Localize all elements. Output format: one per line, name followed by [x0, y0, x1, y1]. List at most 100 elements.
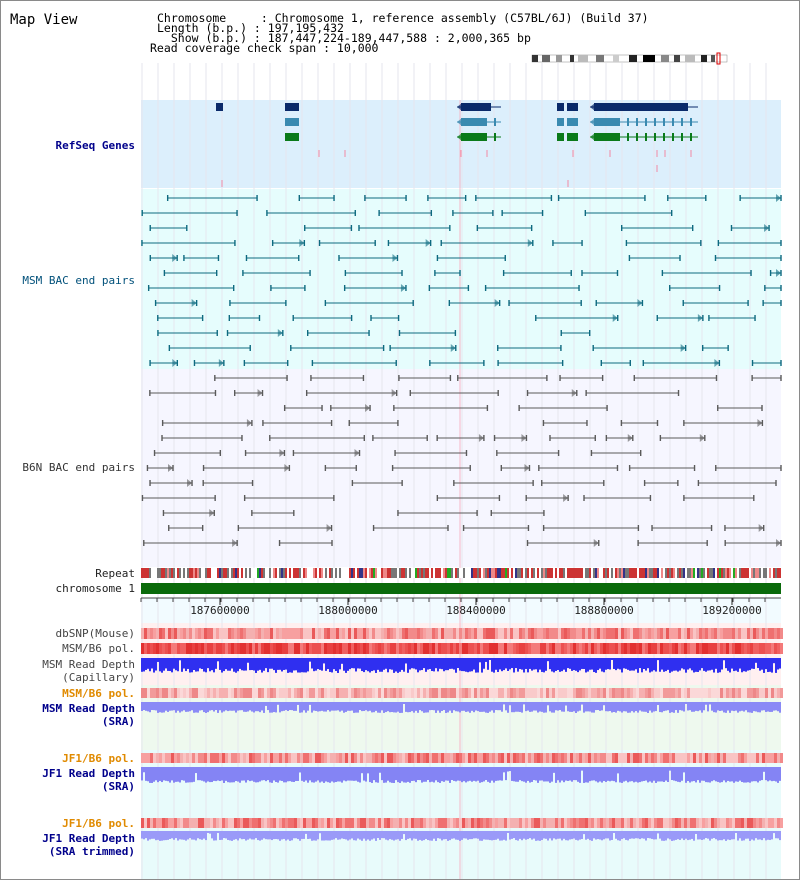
jf1-depth-trim-bar [399, 831, 401, 841]
dbsnp-cell [216, 628, 219, 639]
track-label-msm-b6-pol[interactable]: MSM/B6 pol. [62, 642, 135, 655]
msm-pol-cell [312, 643, 315, 654]
jf1-pol-cell [552, 753, 555, 763]
dbsnp-cell [588, 628, 591, 639]
msm-depth-cap-bar [375, 658, 377, 673]
msm-sra-pol-cell [306, 688, 309, 698]
track-label-refseq[interactable]: RefSeq Genes [55, 139, 135, 152]
jf1-depth-bar [451, 767, 453, 781]
jf1-pol-cell [141, 753, 144, 763]
msm-sra-pol-cell [312, 688, 315, 698]
jf1-pol-cell [633, 753, 636, 763]
track-label-repeat[interactable]: Repeat [95, 567, 135, 580]
dbsnp-cell [618, 628, 621, 639]
msm-depth-sra-bar [603, 702, 605, 706]
dbsnp-cell [522, 628, 525, 639]
jf1-depth-trim-bar [553, 831, 555, 839]
jf1-depth-bar [351, 767, 353, 781]
msm-sra-pol-cell [279, 688, 282, 698]
msm-depth-sra-bar [733, 702, 735, 712]
dbsnp-cell [384, 628, 387, 639]
jf1-depth-trim-bar [277, 831, 279, 840]
jf1-pol-cell [744, 753, 747, 763]
jf1-pol-2-cell [633, 818, 636, 828]
msm-pol-cell [426, 643, 429, 654]
msm-depth-sra-bar [299, 702, 301, 713]
msm-pol-cell [708, 643, 711, 654]
dbsnp-cell [183, 628, 186, 639]
msm-sra-pol-cell [615, 688, 618, 698]
track-label-dbsnp[interactable]: dbSNP(Mouse) [55, 627, 135, 640]
msm-sra-pol-cell [456, 688, 459, 698]
jf1-depth-bar [309, 767, 311, 781]
msm-depth-cap-bar [293, 658, 295, 671]
jf1-pol-2-cell [780, 818, 783, 828]
jf1-pol-cell [516, 753, 519, 763]
msm-depth-sra-bar [637, 702, 639, 713]
jf1-pol-2-cell [351, 818, 354, 828]
msm-sra-pol-cell [717, 688, 720, 698]
track-label-jf1-depth-trim[interactable]: JF1 Read Depth [42, 832, 135, 845]
jf1-depth-trim-bar [375, 831, 377, 841]
dbsnp-cell [534, 628, 537, 639]
jf1-pol-2-cell [378, 818, 381, 828]
msm-depth-cap-bar [715, 658, 717, 669]
msm-sra-pol-cell [213, 688, 216, 698]
track-label-b6n-bac[interactable]: B6N BAC end pairs [22, 461, 135, 474]
track-label-msm-bac[interactable]: MSM BAC end pairs [22, 274, 135, 287]
msm-sra-pol-cell [486, 688, 489, 698]
msm-depth-cap-bar [701, 658, 703, 669]
jf1-pol-2-cell [579, 818, 582, 828]
msm-depth-cap-bar [281, 658, 283, 672]
dbsnp-cell [249, 628, 252, 639]
msm-depth-sra-bar [443, 702, 445, 711]
jf1-depth-bar [487, 767, 489, 782]
jf1-pol-cell [150, 753, 153, 763]
jf1-depth-bar [463, 767, 465, 782]
jf1-pol-cell [699, 753, 702, 763]
repeat-feature [147, 568, 149, 578]
msm-depth-sra-bar [597, 702, 599, 711]
msm-depth-sra-bar [591, 702, 593, 713]
msm-depth-sra-bar [649, 702, 651, 711]
jf1-depth-trim-bar [177, 831, 179, 841]
track-label-msm-b6-pol-sra[interactable]: MSM/B6 pol. [62, 687, 135, 700]
jf1-pol-2-cell [645, 818, 648, 828]
jf1-depth-trim-bar [349, 831, 351, 840]
jf1-depth-bar [255, 767, 257, 783]
dbsnp-cell [759, 628, 762, 639]
msm-depth-sra-bar [541, 702, 543, 712]
msm-bac-pair-arrow [172, 359, 178, 367]
msm-depth-cap-bar [597, 658, 599, 671]
jf1-depth-trim-bar [601, 831, 603, 841]
track-label-msm-depth-sra[interactable]: MSM Read Depth [42, 702, 135, 715]
jf1-pol-2-cell [420, 818, 423, 828]
jf1-pol-cell [354, 753, 357, 763]
repeat-feature [733, 568, 735, 578]
repeat-feature [757, 568, 759, 578]
repeat-feature [591, 568, 593, 578]
repeat-feature [335, 568, 337, 578]
msm-pol-cell [315, 643, 318, 654]
repeat-feature [289, 568, 291, 578]
track-label-jf1-b6-pol-2[interactable]: JF1/B6 pol. [62, 817, 135, 830]
jf1-pol-2-cell [558, 818, 561, 828]
msm-pol-cell [171, 643, 174, 654]
jf1-depth-trim-bar [451, 831, 453, 839]
track-label-jf1-b6-pol[interactable]: JF1/B6 pol. [62, 752, 135, 765]
msm-depth-cap-bar [579, 658, 581, 671]
track-label-jf1-depth[interactable]: JF1 Read Depth [42, 767, 135, 780]
jf1-pol-cell [366, 753, 369, 763]
jf1-depth-trim-bar [345, 831, 347, 840]
msm-depth-sra-bar [421, 702, 423, 712]
jf1-pol-cell [207, 753, 210, 763]
msm-depth-cap-bar [697, 658, 699, 672]
jf1-depth-bar [523, 767, 525, 782]
msm-depth-sra-bar [745, 702, 747, 711]
repeat-feature [765, 568, 767, 578]
dbsnp-cell [765, 628, 768, 639]
msm-depth-sra-bar [775, 702, 777, 711]
msm-pol-cell [159, 643, 162, 654]
track-label-msm-depth-cap[interactable]: MSM Read Depth [42, 658, 135, 671]
